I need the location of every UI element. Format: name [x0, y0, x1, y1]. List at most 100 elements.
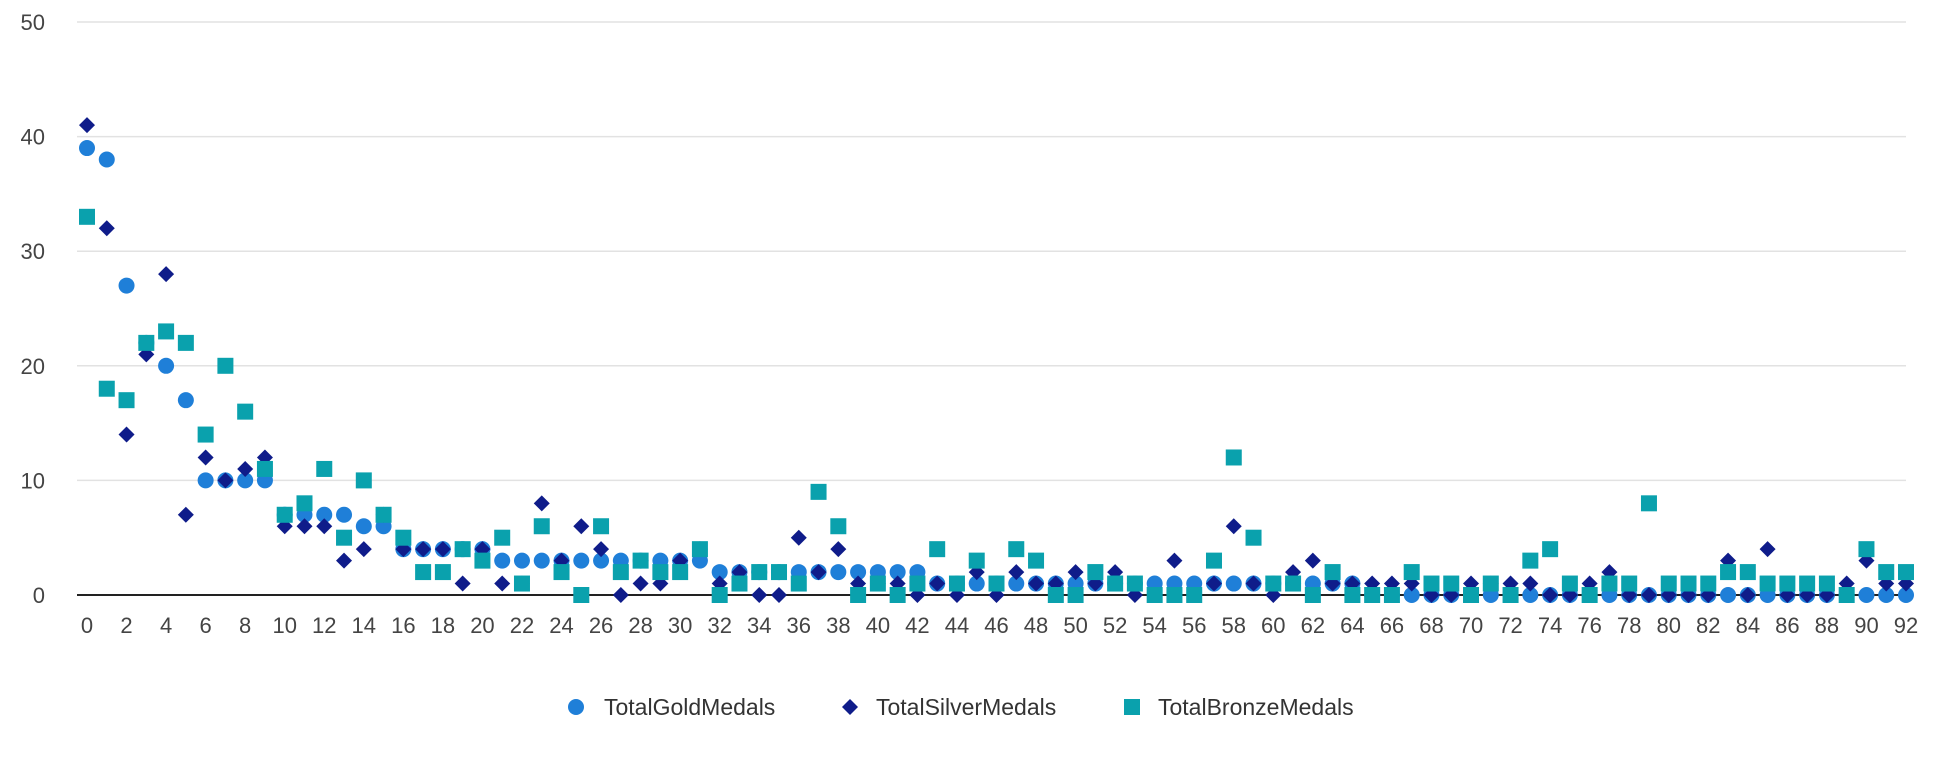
data-point-square[interactable] — [771, 564, 788, 581]
data-point-square[interactable] — [1225, 449, 1242, 466]
data-point-square[interactable] — [948, 575, 965, 592]
legend[interactable]: TotalGoldMedals TotalSilverMedals TotalBro… — [568, 694, 1354, 720]
data-point-diamond[interactable] — [632, 575, 649, 592]
data-point-diamond[interactable] — [355, 541, 372, 558]
data-point-square[interactable] — [1344, 587, 1361, 603]
data-point-diamond[interactable] — [929, 575, 946, 592]
data-point-diamond[interactable] — [158, 266, 175, 283]
data-point-circle[interactable] — [889, 564, 906, 581]
data-point-circle[interactable] — [1522, 587, 1539, 603]
data-point-circle[interactable] — [237, 472, 254, 489]
data-point-square[interactable] — [197, 426, 214, 443]
data-point-square[interactable] — [1640, 495, 1657, 512]
data-point-square[interactable] — [553, 564, 570, 581]
data-point-circle[interactable] — [355, 518, 372, 535]
data-point-diamond[interactable] — [316, 518, 333, 535]
data-point-diamond[interactable] — [573, 518, 590, 535]
data-point-square[interactable] — [296, 495, 313, 512]
data-point-square[interactable] — [1779, 575, 1796, 592]
data-point-square[interactable] — [1838, 587, 1855, 603]
data-point-square[interactable] — [810, 483, 827, 500]
data-point-square[interactable] — [968, 552, 985, 569]
data-point-square[interactable] — [988, 575, 1005, 592]
data-point-circle[interactable] — [1858, 587, 1875, 603]
data-point-square[interactable] — [513, 575, 530, 592]
data-point-circle[interactable] — [513, 552, 530, 569]
data-point-square[interactable] — [1245, 529, 1262, 546]
data-point-diamond[interactable] — [98, 220, 115, 237]
data-point-square[interactable] — [1759, 575, 1776, 592]
data-point-circle[interactable] — [1008, 575, 1025, 592]
data-point-square[interactable] — [1700, 575, 1717, 592]
data-point-square[interactable] — [177, 334, 194, 351]
data-point-square[interactable] — [494, 529, 511, 546]
data-point-diamond[interactable] — [830, 541, 847, 558]
data-point-circle[interactable] — [79, 140, 95, 157]
legend-item[interactable]: TotalBronzeMedals — [1124, 694, 1354, 720]
data-point-square[interactable] — [1621, 575, 1638, 592]
data-point-diamond[interactable] — [1205, 575, 1222, 592]
data-point-square[interactable] — [1403, 564, 1420, 581]
data-point-circle[interactable] — [177, 392, 194, 409]
data-point-square[interactable] — [1858, 541, 1875, 558]
data-point-circle[interactable] — [533, 552, 550, 569]
legend-marker-circle[interactable] — [568, 699, 584, 715]
data-point-square[interactable] — [1660, 575, 1677, 592]
data-point-square[interactable] — [1146, 587, 1163, 603]
data-point-square[interactable] — [1581, 587, 1598, 603]
data-point-square[interactable] — [454, 541, 471, 558]
data-point-square[interactable] — [672, 564, 689, 581]
data-point-diamond[interactable] — [1067, 564, 1084, 581]
data-point-square[interactable] — [1028, 552, 1045, 569]
data-point-diamond[interactable] — [118, 426, 135, 443]
data-point-diamond[interactable] — [1522, 575, 1539, 592]
data-point-square[interactable] — [731, 575, 748, 592]
data-point-square[interactable] — [1186, 587, 1203, 603]
data-point-square[interactable] — [217, 357, 234, 374]
data-point-square[interactable] — [691, 541, 708, 558]
data-point-square[interactable] — [1799, 575, 1816, 592]
data-point-square[interactable] — [1601, 575, 1618, 592]
data-point-square[interactable] — [79, 208, 95, 225]
data-point-circle[interactable] — [968, 575, 985, 592]
data-point-diamond[interactable] — [494, 575, 511, 592]
data-point-square[interactable] — [830, 518, 847, 535]
data-point-square[interactable] — [1443, 575, 1460, 592]
data-point-square[interactable] — [1205, 552, 1222, 569]
data-point-square[interactable] — [276, 506, 293, 523]
data-point-square[interactable] — [1878, 564, 1895, 581]
data-point-square[interactable] — [1087, 564, 1104, 581]
data-point-square[interactable] — [790, 575, 807, 592]
data-point-square[interactable] — [118, 392, 135, 409]
data-point-diamond[interactable] — [810, 564, 827, 581]
data-point-square[interactable] — [1324, 564, 1341, 581]
data-point-square[interactable] — [889, 587, 906, 603]
data-point-square[interactable] — [158, 323, 175, 340]
data-point-square[interactable] — [1898, 564, 1914, 581]
data-point-circle[interactable] — [158, 357, 175, 374]
data-point-square[interactable] — [909, 575, 926, 592]
data-point-square[interactable] — [434, 564, 451, 581]
data-point-square[interactable] — [1107, 575, 1124, 592]
data-point-square[interactable] — [1680, 575, 1697, 592]
data-point-square[interactable] — [1364, 587, 1381, 603]
data-point-circle[interactable] — [1225, 575, 1242, 592]
data-point-square[interactable] — [632, 552, 649, 569]
data-point-diamond[interactable] — [237, 460, 254, 477]
data-point-diamond[interactable] — [296, 518, 313, 535]
data-point-diamond[interactable] — [1759, 541, 1776, 558]
data-point-circle[interactable] — [711, 564, 728, 581]
data-point-circle[interactable] — [573, 552, 590, 569]
data-point-diamond[interactable] — [771, 587, 788, 603]
data-point-diamond[interactable] — [1028, 575, 1045, 592]
data-point-diamond[interactable] — [1304, 552, 1321, 569]
data-point-circle[interactable] — [850, 564, 867, 581]
data-point-diamond[interactable] — [790, 529, 807, 546]
data-point-diamond[interactable] — [454, 575, 471, 592]
data-point-square[interactable] — [355, 472, 372, 489]
data-point-circle[interactable] — [336, 506, 353, 523]
data-point-square[interactable] — [1502, 587, 1519, 603]
data-point-square[interactable] — [593, 518, 610, 535]
data-point-square[interactable] — [316, 460, 333, 477]
data-point-square[interactable] — [1818, 575, 1835, 592]
